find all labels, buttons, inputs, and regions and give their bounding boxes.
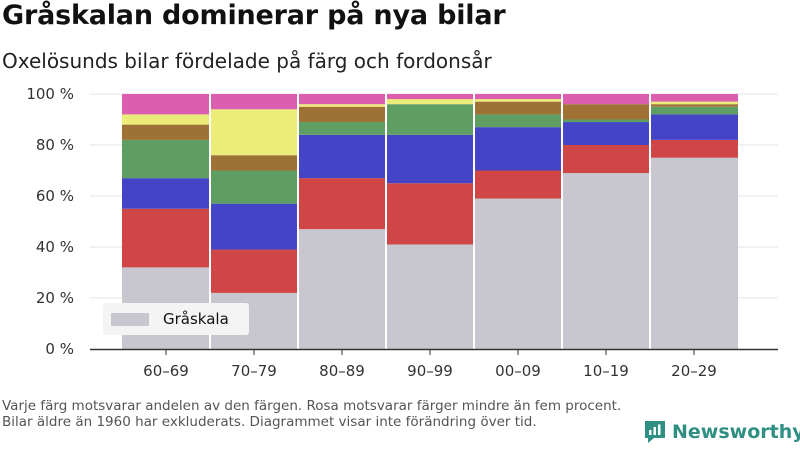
axes: 0 % 20 % 40 % 60 % 80 % 100 % 60–69 70–79 80–89 9… [26, 85, 778, 380]
bar-segment [562, 104, 650, 120]
x-tick-label: 10–19 [583, 362, 629, 380]
bar-segment [650, 104, 738, 107]
x-tick-label: 00–09 [495, 362, 541, 380]
bar-segment [650, 114, 738, 140]
bar-segment [562, 119, 650, 123]
bar-segment [562, 145, 650, 174]
legend: Gråskala [103, 303, 249, 335]
bar-segment [386, 183, 474, 245]
bar-segment [386, 134, 474, 184]
x-tick-label: 90–99 [407, 362, 453, 380]
footnote: Varje färg motsvarar andelen av den färg… [2, 398, 622, 430]
bar-segment [562, 94, 650, 105]
bar-segment [122, 139, 210, 179]
bar-segment [474, 198, 562, 349]
bar-segment [474, 94, 562, 100]
bar-segment [210, 170, 298, 204]
bar-segment [474, 114, 562, 128]
bar-segment [298, 122, 386, 135]
legend-swatch-grayscale [111, 312, 149, 326]
x-tick-label: 70–79 [231, 362, 277, 380]
bar-segment [386, 104, 474, 135]
bar-segment [210, 155, 298, 171]
chart-subtitle: Oxelösunds bilar fördelade på färg och f… [2, 49, 492, 73]
bar-segment [210, 109, 298, 156]
legend-label: Gråskala [163, 310, 229, 328]
bar-segment [122, 178, 210, 209]
bar-segment [650, 101, 738, 105]
bar-segment [474, 170, 562, 199]
bar-segment [210, 249, 298, 293]
bar-segment [298, 106, 386, 123]
y-tick-label: 40 % [36, 238, 74, 256]
bar-segment [474, 127, 562, 171]
chart-title: Gråskalan dominerar på nya bilar [2, 0, 506, 31]
brand-name: Newsworthy [672, 421, 800, 443]
bar-segment [210, 203, 298, 250]
newsworthy-logo-icon [645, 421, 665, 443]
brand: Newsworthy [644, 420, 800, 444]
bar-segment [298, 134, 386, 179]
bar-segment [298, 104, 386, 107]
bar-segment [562, 122, 650, 145]
bar-segment [122, 208, 210, 268]
x-tick-label: 20–29 [671, 362, 717, 380]
bar-segment [122, 114, 210, 125]
bar-segment [650, 94, 738, 102]
bar-segment [650, 139, 738, 158]
bar-segment [210, 94, 298, 110]
bar-segment [122, 94, 210, 115]
bar-segment [474, 99, 562, 102]
y-tick-label: 100 % [26, 85, 74, 103]
bar-segment [298, 178, 386, 230]
bar-segment [298, 229, 386, 349]
bar-segment [386, 94, 474, 100]
x-tick-label: 60–69 [143, 362, 189, 380]
bar-segment [650, 106, 738, 115]
y-tick-label: 20 % [36, 289, 74, 307]
bar-segment [386, 244, 474, 349]
stacked-bar-chart: 0 % 20 % 40 % 60 % 80 % 100 % 60–69 70–79 80–89 9… [26, 85, 778, 380]
bar-segment [474, 101, 562, 115]
y-tick-label: 60 % [36, 187, 74, 205]
bar-segment [298, 94, 386, 105]
y-tick-label: 80 % [36, 136, 74, 154]
bar-segment [386, 99, 474, 105]
bar-segment [650, 157, 738, 349]
x-tick-label: 80–89 [319, 362, 365, 380]
bar-segment [562, 173, 650, 349]
bar-segment [122, 124, 210, 140]
y-tick-label: 0 % [45, 340, 74, 358]
